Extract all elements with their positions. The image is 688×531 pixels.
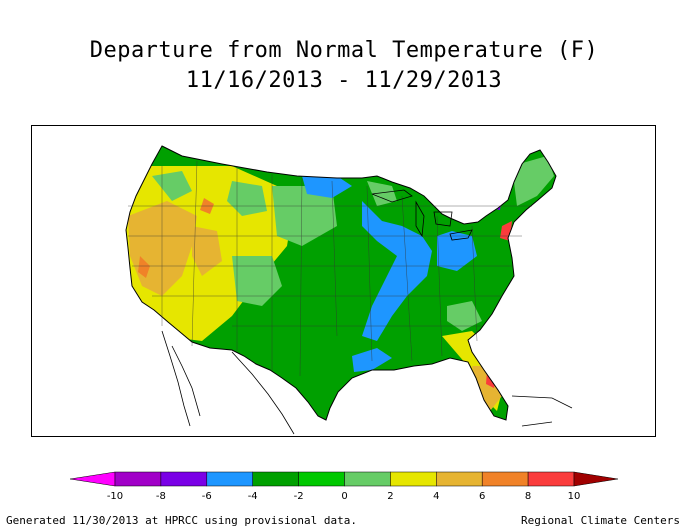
map-date-range: 11/16/2013 - 11/29/2013 [185, 68, 503, 93]
us-outline [125, 145, 557, 421]
colorbar-box [481, 471, 529, 487]
generated-note: Generated 11/30/2013 at HPRCC using prov… [6, 514, 357, 527]
colorbar-arrow-right [573, 471, 619, 487]
colorbar-box [390, 471, 437, 487]
colorbar-tick-label: -6 [202, 491, 212, 502]
map-title: Departure from Normal Temperature (F) [89, 38, 599, 63]
colorbar-tick-label: 6 [479, 491, 485, 502]
anomaly-fill [126, 146, 556, 420]
colorbar-arrow-left [69, 471, 116, 487]
colorbar-tick-label: 10 [568, 491, 581, 502]
temperature-departure-map [125, 145, 573, 435]
colorbar-tick-label: -10 [107, 491, 123, 502]
colorbar-box [160, 471, 208, 487]
credit-note: Regional Climate Centers [521, 514, 680, 527]
colorbar-box [252, 471, 299, 487]
map-frame [31, 125, 656, 437]
colorbar-tick-label: -4 [248, 491, 258, 502]
colorbar-box [436, 471, 483, 487]
colorbar-tick-label: 8 [525, 491, 531, 502]
colorbar-box [527, 471, 575, 487]
great-lakes [371, 189, 473, 241]
colorbar-box [344, 471, 391, 487]
colorbar-tick-label: -2 [294, 491, 304, 502]
colorbar-tick-label: 2 [387, 491, 393, 502]
state-boundaries [128, 160, 532, 377]
colorbar-box [206, 471, 253, 487]
colorbar-box [114, 471, 162, 487]
colorbar-box [298, 471, 345, 487]
colorbar-tick-label: -8 [156, 491, 166, 502]
colorbar-tick-label: 0 [341, 491, 347, 502]
colorbar-tick-label: 4 [433, 491, 439, 502]
mexico-outline [161, 330, 573, 435]
